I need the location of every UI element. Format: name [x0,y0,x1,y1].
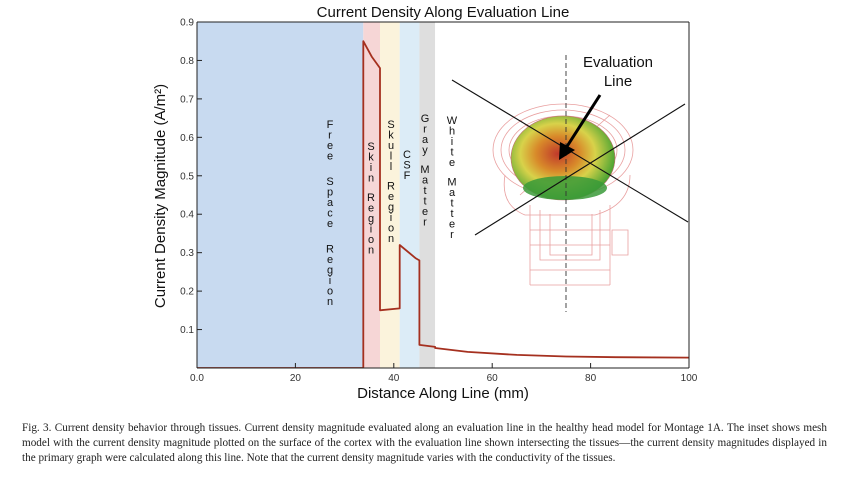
y-tick-label: 0.4 [180,210,194,221]
brain-lower-surface [523,176,607,200]
inset-label-line1: Evaluation [583,54,653,71]
x-tick-label: 60 [487,373,499,384]
pointer-arrow-head [559,142,575,160]
series-layer [197,40,689,368]
chart-title: Current Density Along Evaluation Line [317,4,570,21]
region-band-gray-matter [419,22,436,368]
x-tick-label: 40 [388,373,400,384]
y-tick-label: 0.1 [180,325,194,336]
series-line-0 [197,40,689,368]
y-axis-label: Current Density Magnitude (A/m²) [152,84,169,308]
inset-label-line2: Line [604,73,632,90]
x-axis-label: Distance Along Line (mm) [357,385,529,402]
y-tick-label: 0.3 [180,248,194,259]
pointer-arrow-shaft [564,94,602,149]
region-band-free-space-region [197,22,364,368]
y-tick-label: 0.5 [180,171,194,182]
y-tick-label: 0.2 [180,287,194,298]
y-tick-label: 0.9 [180,18,194,29]
crossing-line [474,103,686,236]
x-tick-label: 0.0 [190,373,204,384]
x-tick-label: 80 [585,373,597,384]
y-tick-label: 0.7 [180,94,194,105]
region-band-csf [399,22,420,368]
region-band-skull-region [380,22,400,368]
y-tick-label: 0.8 [180,56,194,67]
x-tick-label: 100 [681,373,698,384]
axis-ticks: 0.1 0.2 0.3 0.4 0.5 0.6 0.7 0.8 0.9 0.0 20 40 60 80 10… [180,18,698,385]
head-mesh-model-icon: Evaluation Line [451,54,689,312]
figure-caption: Fig. 3. Current density behavior through… [22,422,827,464]
x-tick-label: 20 [290,373,302,384]
y-tick-label: 0.6 [180,133,194,144]
region-band-skin-region [363,22,381,368]
